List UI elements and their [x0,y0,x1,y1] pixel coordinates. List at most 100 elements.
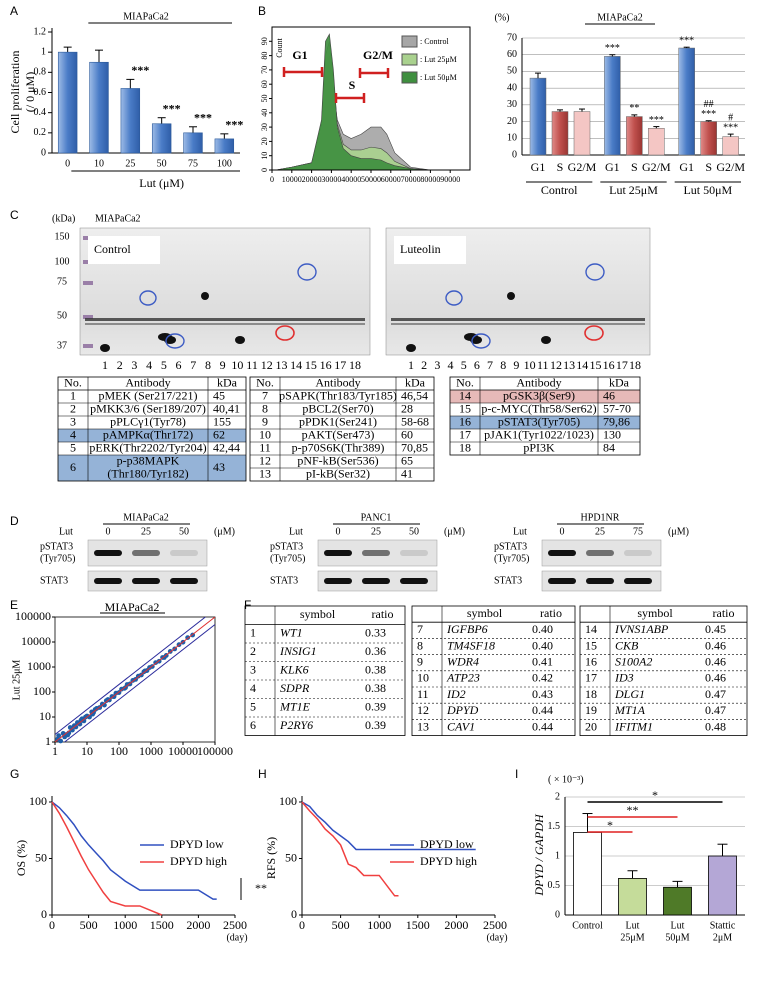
y-tick-label: 80 [260,52,269,60]
band-spot [158,333,172,341]
table-header: Antibody [315,375,360,389]
table-header: kDa [217,375,238,389]
blot-title: MIAPaCa2 [95,213,141,224]
table-header: No. [456,375,474,389]
dose-label: 50 [179,526,189,537]
y-tick-label: 30 [507,99,517,110]
scatter-point [65,732,71,738]
band [170,578,198,584]
x-tick-label: 0 [270,175,274,184]
table-cell: pPDK1(Ser241) [299,414,377,428]
table-cell: 1 [70,388,76,402]
dose-label: 0 [106,526,111,537]
table-cell: pPI3K [523,440,555,454]
table-frame [244,605,406,736]
band-spot [507,292,515,300]
x-tick-label: 0 [65,158,70,169]
plot-frame [54,616,216,743]
x-tick-label: 30000 [321,175,341,184]
table-header: kDa [405,375,426,389]
legend-label: DPYD low [170,837,224,851]
lane-number: 9 [220,358,226,372]
row-label: pSTAT3 [270,541,303,552]
table-cell: 4 [70,427,76,441]
bar [678,47,695,156]
lane-number: 15 [589,358,601,372]
table-cell: 20 [585,719,597,733]
bar [573,111,591,156]
table-cell: 5 [70,440,76,454]
scatter-point [73,724,79,730]
table-cell: 9 [262,414,268,428]
table-cell: 70,85 [401,440,428,454]
table-cell: pJAK1(Tyr1022/1023) [484,427,594,441]
bar [551,111,569,156]
marker-label: 50 [57,310,67,321]
lane-number: 3 [131,358,137,372]
x-tick-label: 25μM [620,932,644,943]
x-tick-label: 70000 [401,175,421,184]
group-label: Lut 50μM [683,183,732,197]
band [324,578,352,584]
y-tick-label: 0.2 [34,127,47,138]
table-frame [411,605,576,737]
legend-label: DPYD low [420,837,474,851]
significance: *** [723,122,738,133]
lane-number: 11 [246,358,258,372]
highlight-circle [275,325,295,341]
survival-curve [51,801,163,916]
table-cell: p-c-MYC(Thr58/Ser62) [481,401,596,415]
y-tick-label: 70 [260,66,269,74]
legend-label: : Lut 50μM [420,73,457,82]
lane-number: 10 [231,358,243,372]
unit-label: (μM) [214,526,235,537]
table-header: symbol [637,606,673,620]
band [85,323,365,325]
x-axis-label: (day) [486,932,507,943]
table-cell: 0.40 [532,622,553,636]
lane-number: 2 [421,358,427,372]
y-tick-label: 90 [260,37,269,45]
table-cell: 0.38 [365,681,386,695]
table-cell: 14 [459,388,471,402]
x-tick-label: 50 [157,158,167,169]
band [586,578,614,584]
table-cell: 10 [417,671,429,685]
x-tick-label: Lut [671,920,685,931]
legend-swatch [401,35,418,48]
survival-curve [301,801,399,897]
panel-label: E [10,598,18,612]
y-tick-label: 70 [507,32,517,43]
x-tick-label: G1 [531,160,546,174]
dose-label: 25 [371,526,381,537]
row-label: STAT3 [270,575,298,586]
panel-label: C [10,208,19,222]
lane-number: 8 [205,358,211,372]
y-tick-label: 20 [260,137,269,145]
table-cell: 0.44 [532,703,553,717]
table-cell: IGFBP6 [446,622,488,636]
survival-curve [51,801,217,900]
lane-number: 4 [448,358,454,372]
band [400,550,428,556]
bar [573,832,602,916]
table-cell: pAMPKα(Thr172) [103,427,193,441]
x-tick-label: 80000 [420,175,440,184]
x-tick-label: 10000 [168,744,198,758]
y-axis-label: (/ 0 μM) [23,72,37,112]
y-axis-label: Cell proliferation [8,51,22,134]
table-cell: 0.46 [705,671,726,685]
y-tick-label: 10 [260,152,269,160]
band [132,550,160,556]
table-cell: 130 [603,427,621,441]
y-tick-label: 0 [260,168,269,172]
fold-line [55,617,207,735]
lane-number: 7 [487,358,493,372]
x-tick-label: 1000 [139,744,163,758]
table-cell: 60 [401,427,413,441]
lane-number: 1 [102,358,108,372]
table-frame [449,376,641,456]
table-cell: 9 [417,654,423,668]
ladder-band [83,281,93,285]
treatment-label: Lut [289,526,303,537]
